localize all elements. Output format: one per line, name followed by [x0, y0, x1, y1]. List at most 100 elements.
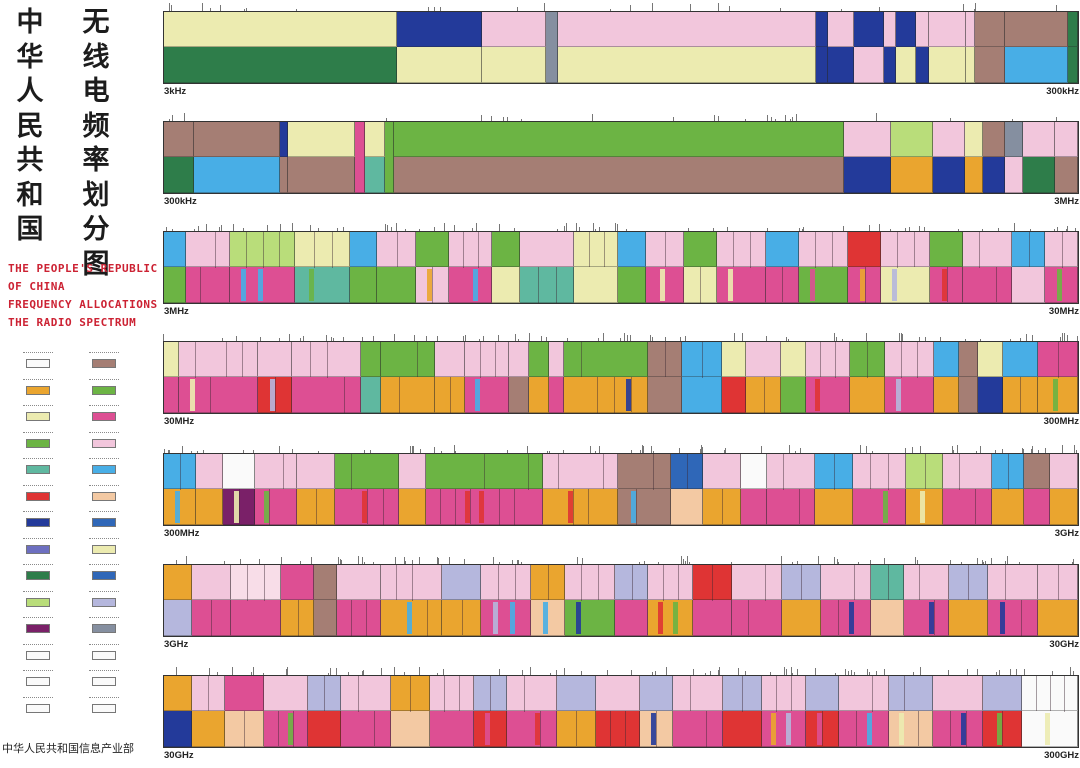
allocation-block	[870, 565, 905, 600]
footnote-tick	[901, 333, 902, 342]
footnote-tick	[792, 673, 793, 676]
footnote-tick	[1064, 333, 1065, 342]
allocation-block	[531, 565, 565, 600]
sub-allocation-divider	[454, 489, 456, 525]
sub-allocation-divider	[1007, 454, 1009, 490]
footnote-tick	[1054, 229, 1055, 232]
sub-allocation-block	[1052, 379, 1058, 411]
sub-allocation-divider	[888, 454, 890, 490]
footnote-tick	[518, 339, 519, 342]
sub-allocation-block	[485, 713, 491, 745]
allocation-block	[263, 676, 308, 711]
allocation-block	[884, 377, 934, 413]
legend-caption-rule	[89, 511, 119, 515]
allocation-block	[958, 342, 979, 377]
sub-allocation-divider	[603, 232, 605, 267]
legend-color-swatch	[92, 385, 116, 395]
footnote-tick	[236, 336, 237, 342]
sub-allocation-block	[609, 379, 615, 411]
footnote-tick	[426, 336, 427, 342]
band-footnote-ticks	[163, 0, 1079, 18]
allocation-block	[519, 232, 575, 267]
footnote-tick	[1072, 562, 1073, 565]
allocation-block	[390, 711, 430, 747]
footnote-tick	[1067, 226, 1068, 232]
allocation-block	[279, 157, 288, 193]
allocation-block	[361, 377, 382, 413]
legend-color-swatch	[26, 650, 50, 660]
footnote-tick	[222, 338, 223, 342]
footnote-tick	[860, 445, 861, 454]
footnote-tick	[547, 451, 548, 454]
footnote-tick	[1022, 448, 1023, 454]
footnote-tick	[217, 672, 218, 676]
footnote-tick	[481, 115, 482, 122]
footnote-tick	[961, 562, 962, 565]
sub-allocation-divider	[776, 676, 778, 712]
allocation-block	[287, 122, 355, 157]
sub-allocation-divider	[316, 489, 318, 524]
sub-allocation-block	[817, 713, 823, 745]
sub-allocation-divider	[246, 232, 248, 268]
sub-allocation-divider	[897, 232, 899, 268]
allocation-block	[429, 711, 474, 747]
legend-item	[74, 537, 134, 554]
allocation-strip	[163, 231, 1079, 304]
sub-allocation-divider	[867, 342, 869, 378]
sub-allocation-divider	[733, 232, 735, 267]
footnote-tick	[679, 448, 680, 454]
band-end-label: 300GHz	[1044, 750, 1079, 761]
legend-color-swatch	[92, 597, 116, 607]
allocation-block	[529, 377, 549, 413]
footnote-tick	[803, 227, 804, 232]
allocation-block	[828, 47, 854, 83]
allocation-block	[820, 600, 871, 636]
allocation-block	[683, 232, 717, 267]
legend-caption-rule	[23, 617, 53, 621]
sub-allocation-divider	[782, 267, 784, 302]
footnote-tick	[841, 9, 842, 12]
footnote-tick	[419, 667, 420, 676]
footnote-tick	[718, 670, 719, 676]
allocation-block	[987, 600, 1038, 636]
allocation-block	[224, 711, 264, 747]
band-start-label: 300kHz	[164, 196, 197, 207]
allocation-block	[965, 122, 984, 157]
footnote-tick	[300, 338, 301, 342]
legend-item	[8, 511, 68, 527]
service-legend	[8, 352, 158, 722]
allocation-block	[1050, 489, 1078, 525]
frequency-band-row: 3MHz 30MHz	[163, 220, 1080, 324]
footnote-tick	[581, 671, 582, 676]
sub-allocation-block	[474, 379, 480, 411]
allocation-block	[377, 267, 416, 303]
footnote-tick	[658, 562, 659, 565]
sub-allocation-divider	[513, 489, 515, 525]
allocation-block	[849, 342, 885, 377]
footnote-tick	[557, 229, 558, 232]
allocation-block	[425, 489, 544, 525]
footnote-tick	[292, 223, 293, 232]
footnote-tick	[870, 560, 871, 565]
footnote-tick	[770, 672, 771, 676]
footnote-tick	[980, 339, 981, 342]
sub-allocation-divider	[979, 232, 981, 268]
allocation-block	[682, 377, 722, 413]
sub-allocation-divider	[440, 489, 442, 524]
legend-item	[74, 643, 134, 660]
allocation-block	[295, 232, 351, 267]
footnote-tick	[920, 667, 921, 676]
footnote-tick	[1062, 445, 1063, 454]
sub-allocation-divider	[558, 454, 559, 489]
allocation-block	[618, 267, 646, 303]
allocation-block	[722, 676, 762, 711]
sub-allocation-divider	[580, 342, 582, 377]
footnote-tick	[1062, 333, 1063, 342]
sub-allocation-block	[576, 602, 582, 634]
footnote-tick	[444, 223, 445, 232]
sub-allocation-divider	[700, 267, 702, 303]
allocation-block	[870, 600, 905, 636]
allocation-block	[721, 377, 747, 413]
allocation-block	[529, 342, 549, 377]
footnote-tick	[1012, 119, 1013, 122]
